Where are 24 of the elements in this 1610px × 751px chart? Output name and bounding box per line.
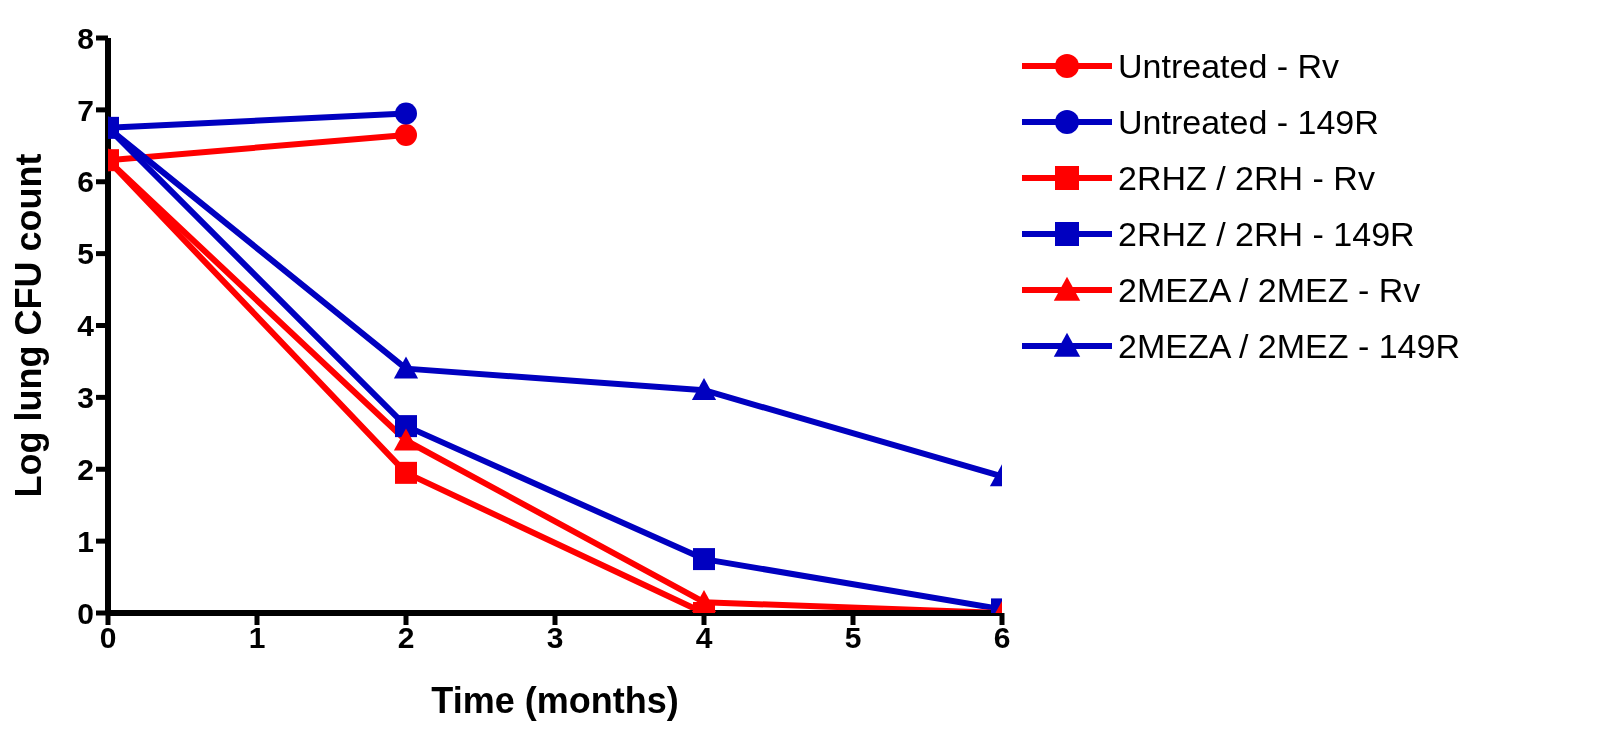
y-axis-title: Log lung CFU count bbox=[7, 153, 49, 498]
y-tick-label: 1 bbox=[77, 524, 94, 558]
x-tick-label: 2 bbox=[397, 621, 415, 655]
y-tick-label: 0 bbox=[77, 596, 94, 630]
y-tick-label: 3 bbox=[77, 381, 94, 415]
legend-label: 2RHZ / 2RH - 149R bbox=[1118, 214, 1415, 254]
x-axis-title: Time (months) bbox=[431, 680, 679, 721]
y-tick-label: 5 bbox=[77, 237, 94, 271]
y-tick-label: 6 bbox=[77, 165, 94, 199]
y-tick-label: 2 bbox=[77, 452, 94, 486]
legend-label: 2MEZA / 2MEZ - Rv bbox=[1118, 270, 1421, 310]
x-tick-label: 3 bbox=[546, 621, 564, 655]
x-tick-label: 0 bbox=[99, 621, 117, 655]
y-tick-label: 4 bbox=[77, 309, 95, 343]
legend-label: 2MEZA / 2MEZ - 149R bbox=[1118, 326, 1460, 366]
x-tick-label: 6 bbox=[993, 621, 1011, 655]
x-tick-label: 4 bbox=[695, 621, 713, 655]
legend-label: 2RHZ / 2RH - Rv bbox=[1118, 158, 1375, 198]
x-tick-label: 5 bbox=[844, 621, 862, 655]
x-tick-label: 1 bbox=[248, 621, 266, 655]
legend-label: Untreated - Rv bbox=[1118, 46, 1340, 86]
y-tick-label: 7 bbox=[77, 93, 94, 127]
y-tick-label: 8 bbox=[77, 21, 94, 55]
legend-label: Untreated - 149R bbox=[1118, 102, 1379, 142]
